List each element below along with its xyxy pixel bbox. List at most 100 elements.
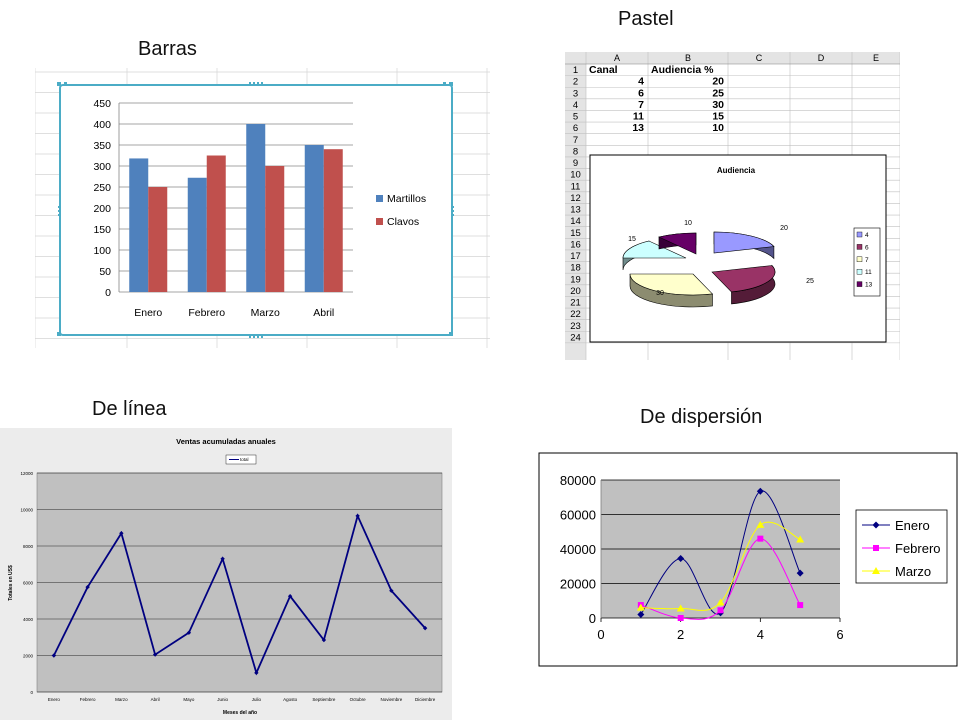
pie-slice-13 xyxy=(658,232,697,255)
scatter-point-marzo xyxy=(716,598,725,606)
bar-clavos-febrero xyxy=(206,155,226,292)
line-x-tick: Junio xyxy=(217,697,228,702)
sheet-row-header: 17 xyxy=(570,251,581,262)
scatter-x-tick: 0 xyxy=(597,627,604,642)
scatter-point-enero xyxy=(756,487,764,495)
pie-slices xyxy=(622,231,776,308)
bar-martillos-enero xyxy=(129,158,149,292)
sheet-row-header: 23 xyxy=(570,321,581,332)
sheet-cell: 15 xyxy=(712,111,724,123)
line-y-axis-label: Totales en US$ xyxy=(8,565,14,601)
pie-legend-label: 7 xyxy=(865,257,869,264)
pie-data-label: 30 xyxy=(656,290,664,297)
sheet-row-header: 13 xyxy=(570,205,581,216)
sheet-col-header: A xyxy=(614,53,620,63)
sheet-row-header: 7 xyxy=(573,135,578,146)
scatter-point-marzo xyxy=(796,535,805,543)
scatter-y-tick-labels: 0 20000 40000 60000 80000 xyxy=(560,473,596,626)
sheet-cell: 20 xyxy=(712,76,724,88)
line-legend: total xyxy=(225,454,257,465)
line-x-tick: Febrero xyxy=(80,697,96,702)
line-x-tick: Noviembre xyxy=(380,697,402,702)
sheet-row-header: 16 xyxy=(570,239,581,250)
line-x-tick: Octubre xyxy=(350,697,367,702)
bar-y-tick: 200 xyxy=(93,203,111,215)
sheet-row-header: 8 xyxy=(573,146,578,157)
spreadsheet-cells: Canal Audiencia % 4 20 6 25 7 30 11 15 13 10 xyxy=(589,64,724,134)
sheet-cell-header: Canal xyxy=(589,64,618,76)
pie-legend-swatch xyxy=(856,231,863,238)
sheet-row-header: 5 xyxy=(573,112,578,123)
bar-clavos-marzo xyxy=(265,166,285,292)
pie-legend-swatch xyxy=(856,244,863,250)
bar-y-tick: 150 xyxy=(93,224,111,236)
line-legend-box xyxy=(225,454,257,465)
sheet-row-header: 18 xyxy=(570,263,581,274)
scatter-point-marzo xyxy=(756,520,765,528)
bar-frame-handles xyxy=(57,82,454,338)
bar-legend-swatch xyxy=(376,195,383,202)
scatter-legend-label: Febrero xyxy=(895,541,941,556)
scatter-point-febrero xyxy=(717,607,724,614)
sheet-row-header: 4 xyxy=(573,100,578,111)
bar-y-tick: 350 xyxy=(93,140,111,152)
scatter-y-tick: 40000 xyxy=(560,542,596,557)
line-chart: Ventas acumuladas anuales total 0 2000 400… xyxy=(0,428,452,720)
scatter-y-tick: 20000 xyxy=(560,577,596,592)
scatter-y-tick: 0 xyxy=(589,611,596,626)
line-x-axis-label: Meses del año xyxy=(223,710,257,716)
sheet-row-header: 9 xyxy=(573,158,578,169)
bar-clavos-enero xyxy=(148,187,168,292)
scatter-legend-label: Enero xyxy=(895,518,930,533)
pie-legend-swatch xyxy=(856,268,863,275)
sheet-row-header: 22 xyxy=(570,309,581,320)
bar-chart: 0 50 100 150 200 250 300 350 400 450 Enero Febrero… xyxy=(35,68,490,348)
bar-legend-label: Clavos xyxy=(387,216,419,228)
line-y-tick: 10000 xyxy=(20,508,33,513)
line-x-tick: Marzo xyxy=(115,697,128,702)
pie-legend-swatch xyxy=(856,256,863,263)
sheet-row-header: 24 xyxy=(570,332,581,343)
sheet-row-header: 21 xyxy=(570,298,581,309)
line-x-tick-labels: Enero Febrero Marzo Abril Mayo Junio Julio Agos… xyxy=(48,697,436,702)
bar-y-tick-labels: 0 50 100 150 200 250 300 350 400 450 xyxy=(93,98,111,299)
line-y-tick: 12000 xyxy=(20,471,33,476)
scatter-legend-marker xyxy=(872,521,880,529)
scatter-x-tick: 2 xyxy=(677,627,684,642)
sheet-cell: 10 xyxy=(712,122,724,134)
scatter-point-marzo xyxy=(676,604,685,612)
bar-chart-caption: Barras xyxy=(138,38,197,60)
pie-legend-label: 13 xyxy=(865,282,873,289)
pie-legend-label: 4 xyxy=(865,232,869,239)
pie-data-label: 25 xyxy=(806,278,814,285)
pie-chart-sheet: 123456789101112131415161718192021222324A… xyxy=(565,52,900,360)
scatter-x-tick: 6 xyxy=(836,627,843,642)
pie-data-label: 20 xyxy=(780,225,788,232)
line-point-diciembre xyxy=(422,625,428,631)
pie-chart-caption: Pastel xyxy=(618,8,674,30)
line-y-tick: 8000 xyxy=(23,544,34,549)
sheet-cell: 11 xyxy=(633,111,644,123)
bar-legend-label: Martillos xyxy=(387,193,426,205)
scatter-point-febrero xyxy=(757,535,764,542)
bar-y-tick: 400 xyxy=(93,119,111,131)
sheet-row-header: 20 xyxy=(570,286,581,297)
line-chart-title: Ventas acumuladas anuales xyxy=(176,437,276,446)
bar-x-tick: Febrero xyxy=(188,307,225,319)
pie-legend-label: 6 xyxy=(865,244,869,251)
sheet-cell: 25 xyxy=(712,87,724,99)
scatter-legend: Enero Febrero Marzo xyxy=(855,509,948,584)
sheet-row-header: 15 xyxy=(570,228,581,239)
pie-slice-6 xyxy=(711,265,776,293)
pie-slice-11 xyxy=(622,240,687,259)
scatter-y-tick: 80000 xyxy=(560,473,596,488)
scatter-legend-marker xyxy=(873,545,879,551)
scatter-point-marzo xyxy=(636,603,645,611)
bar-x-tick-labels: Enero Febrero Marzo Abril xyxy=(134,307,334,319)
scatter-point-febrero xyxy=(797,602,804,609)
scatter-chart: 0 20000 40000 60000 80000 0 2 4 6 Enero Febrero M… xyxy=(538,452,958,667)
sheet-row-header: 11 xyxy=(571,181,581,192)
bar-martillos-marzo xyxy=(246,124,266,292)
scatter-point-enero xyxy=(677,554,685,562)
scatter-y-tick: 60000 xyxy=(560,508,596,523)
